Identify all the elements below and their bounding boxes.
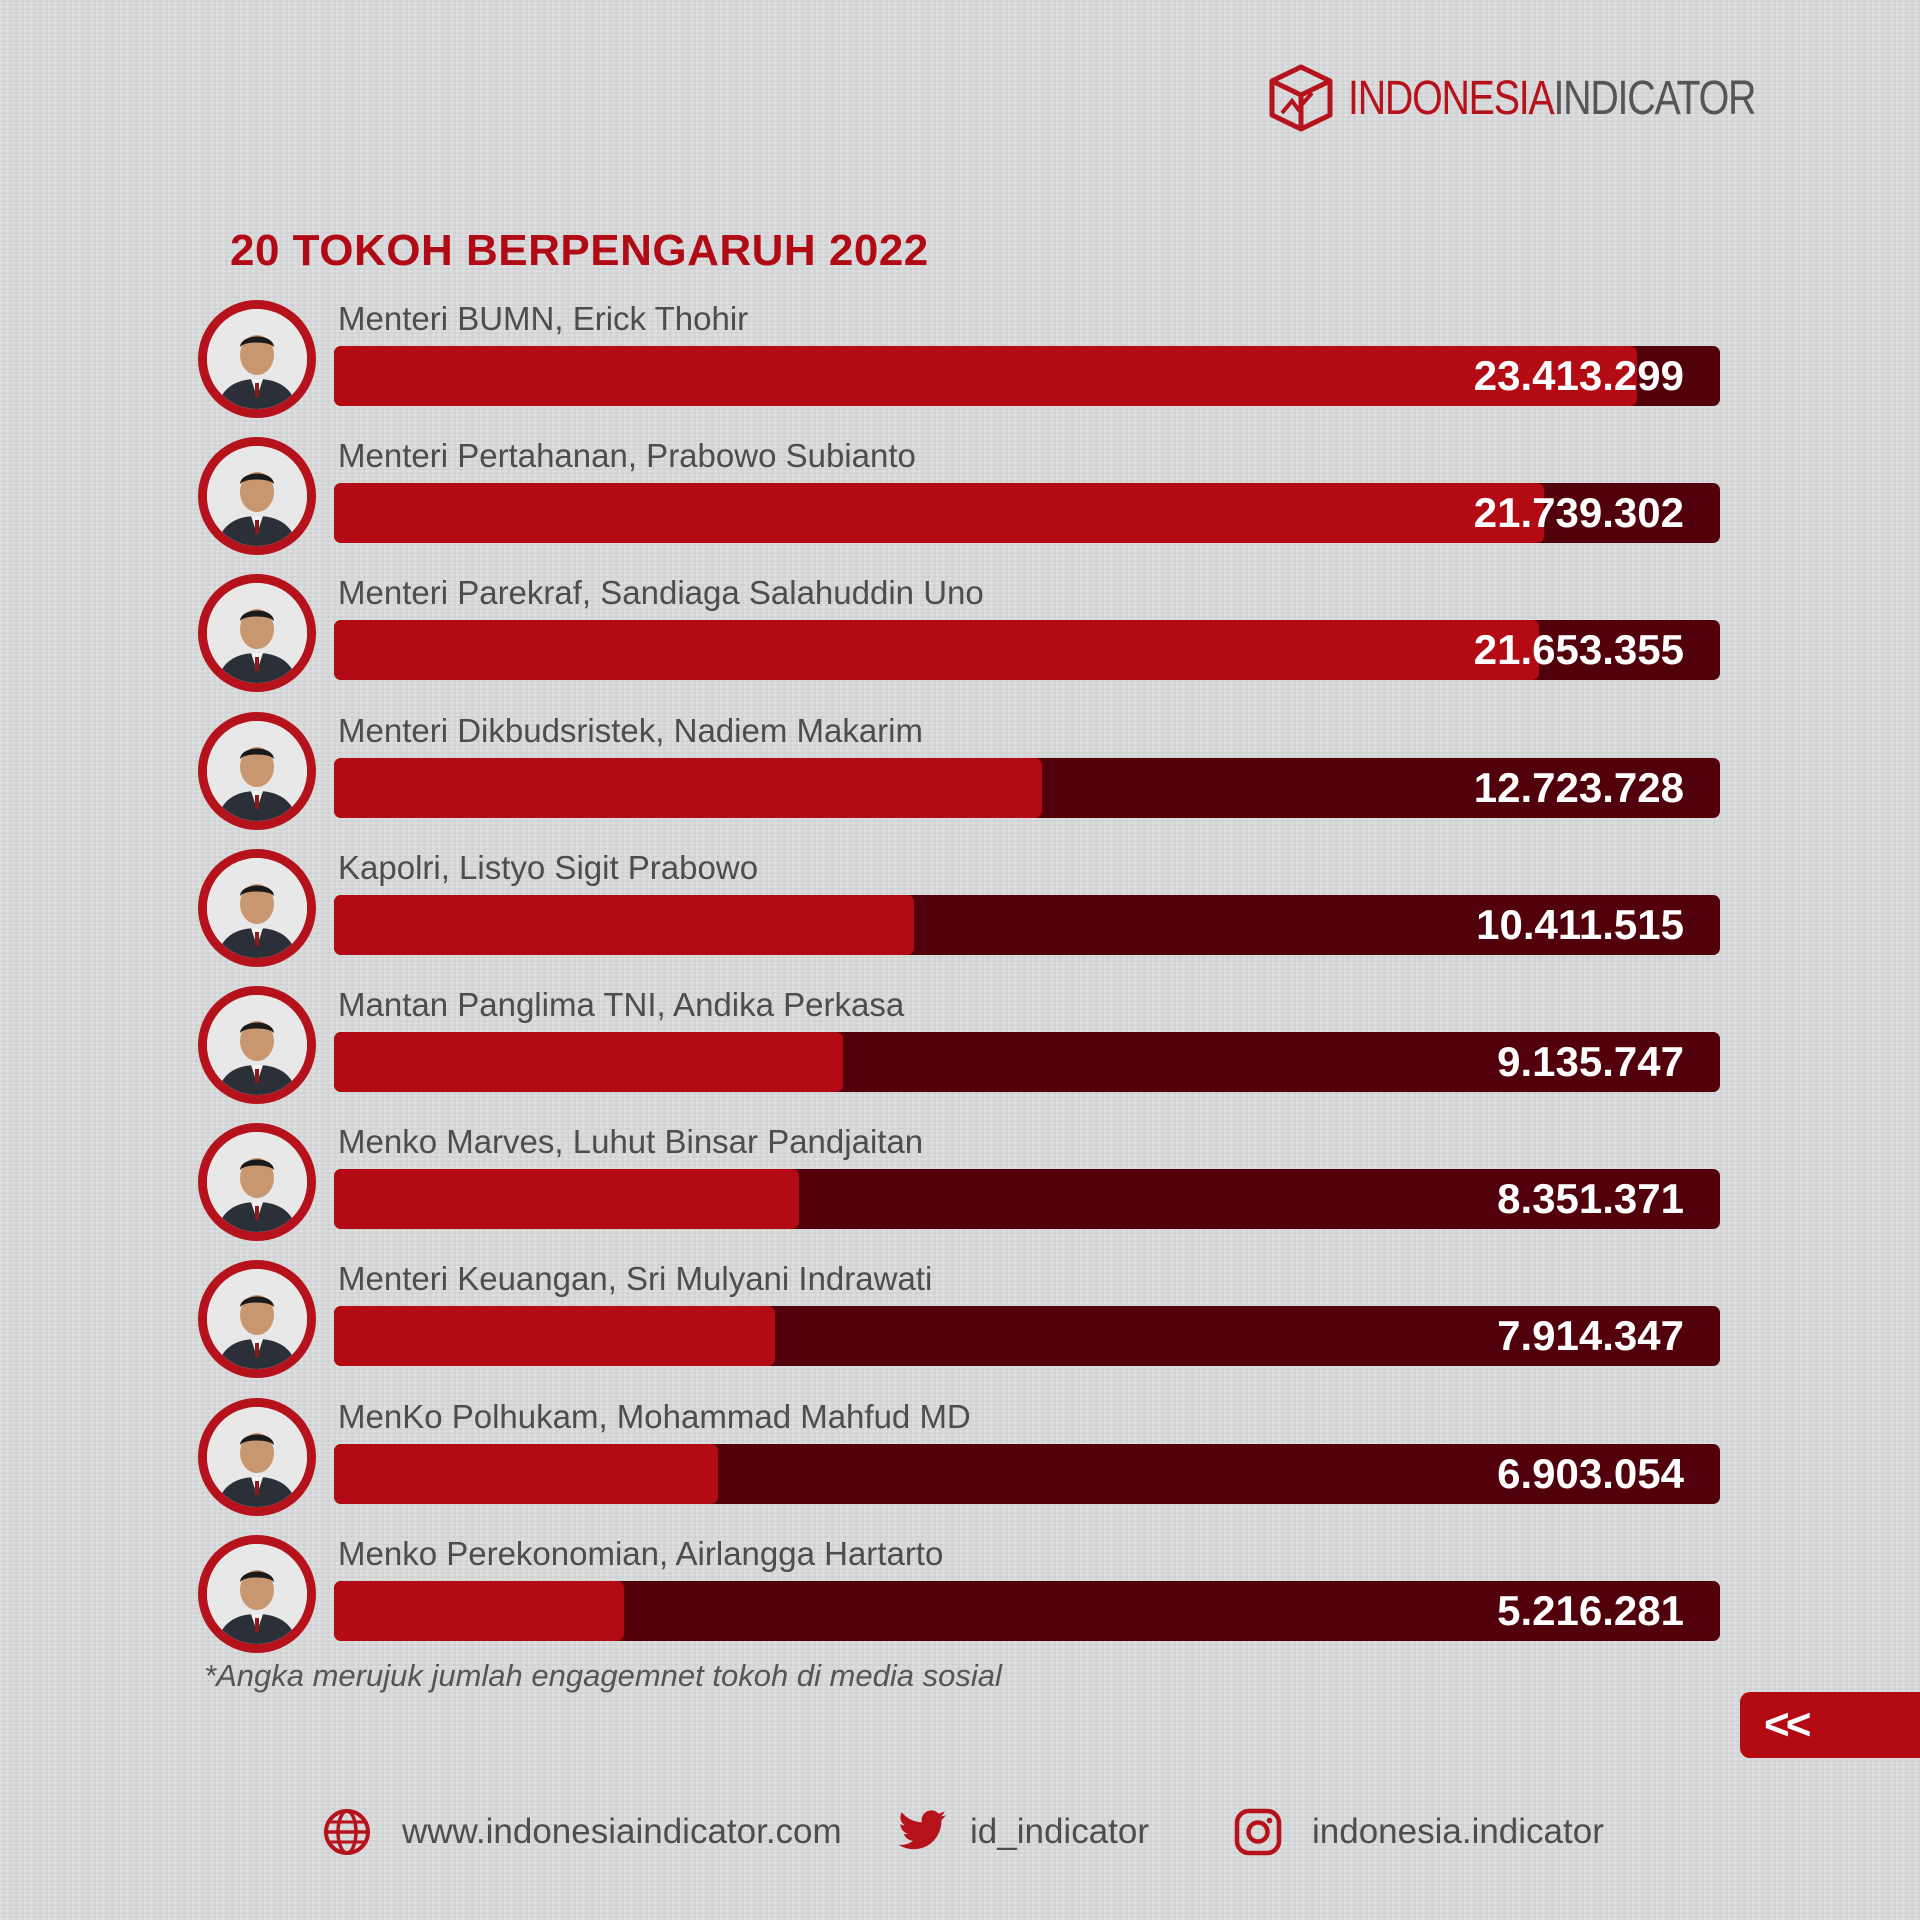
footer: www.indonesiaindicator.com id_indicator … — [0, 1800, 1920, 1864]
bar-label: Menteri Pertahanan, Prabowo Subianto — [338, 437, 916, 475]
bar-value-label: 12.723.728 — [1473, 763, 1684, 811]
bar-track: 10.411.515 — [334, 894, 1720, 955]
bar-track: 23.413.299 — [334, 346, 1720, 406]
website-link[interactable]: www.indonesiaindicator.com — [402, 1812, 842, 1851]
bar-row: Menteri Parekraf, Sandiaga Salahuddin Un… — [198, 574, 1722, 694]
bar-track: 21.653.355 — [334, 620, 1720, 681]
avatar — [198, 574, 316, 693]
bar-row: Menteri BUMN, Erick Thohir 23.413.299 — [198, 300, 1722, 420]
footer-twitter[interactable]: id_indicator — [898, 1800, 1149, 1864]
person-photo-icon — [207, 309, 307, 409]
avatar — [198, 848, 316, 967]
person-photo-icon — [207, 1132, 307, 1233]
person-photo-icon — [207, 446, 307, 547]
brand-name-part1: INDONESIA — [1348, 71, 1555, 125]
brand-name-part2: INDICATOR — [1553, 71, 1756, 125]
bar — [334, 1306, 775, 1367]
bar — [334, 894, 914, 955]
avatar — [198, 986, 316, 1104]
bar — [334, 620, 1539, 681]
bar-track: 8.351.371 — [334, 1169, 1720, 1230]
bar-track: 6.903.054 — [334, 1443, 1720, 1504]
person-photo-icon — [207, 1269, 307, 1370]
bar-track: 21.739.302 — [334, 483, 1720, 544]
bar — [334, 757, 1042, 818]
avatar — [198, 437, 316, 556]
brand-name: INDONESIAINDICATOR — [1348, 71, 1756, 126]
bar — [334, 346, 1637, 406]
person-photo-icon — [207, 995, 307, 1095]
person-photo-icon — [207, 1406, 307, 1507]
avatar — [198, 711, 316, 830]
bar — [334, 1443, 718, 1504]
bar-label: Menko Marves, Luhut Binsar Pandjaitan — [338, 1123, 924, 1161]
twitter-handle[interactable]: id_indicator — [970, 1812, 1149, 1851]
bar-row: MenKo Polhukam, Mohammad Mahfud MD 6.903.… — [198, 1397, 1722, 1518]
instagram-handle[interactable]: indonesia.indicator — [1312, 1812, 1604, 1851]
bar-value-label: 7.914.347 — [1497, 1312, 1684, 1360]
bar-label: Menteri Dikbudsristek, Nadiem Makarim — [338, 711, 923, 749]
globe-icon — [324, 1809, 370, 1855]
bar-row: Menko Marves, Luhut Binsar Pandjaitan 8.3… — [198, 1123, 1722, 1243]
bar-label: Menko Perekonomian, Airlangga Hartarto — [338, 1534, 944, 1572]
bar — [334, 1580, 624, 1641]
person-photo-icon — [207, 720, 307, 821]
bar-row: Menteri Pertahanan, Prabowo Subianto 21.7… — [198, 437, 1722, 557]
person-photo-icon — [207, 1543, 307, 1644]
bar-track: 7.914.347 — [334, 1306, 1720, 1367]
bar-row: Menko Perekonomian, Airlangga Hartarto 5.… — [198, 1534, 1722, 1655]
bar-label: Menteri Parekraf, Sandiaga Salahuddin Un… — [338, 574, 984, 612]
avatar — [198, 1260, 316, 1379]
bar-label: Kapolri, Listyo Sigit Prabowo — [338, 848, 759, 886]
bar — [334, 1169, 799, 1230]
bar-label: Mantan Panglima TNI, Andika Perkasa — [338, 986, 905, 1023]
bar-value-label: 9.135.747 — [1497, 1038, 1684, 1085]
bar-label: Menteri Keuangan, Sri Mulyani Indrawati — [338, 1260, 933, 1298]
bar-track: 5.216.281 — [334, 1580, 1720, 1641]
footer-instagram[interactable]: indonesia.indicator — [1234, 1800, 1604, 1864]
back-button[interactable]: << — [1740, 1692, 1920, 1758]
bar-value-label: 21.653.355 — [1473, 626, 1684, 674]
bar-label: Menteri BUMN, Erick Thohir — [338, 300, 749, 337]
bar-track: 9.135.747 — [334, 1032, 1720, 1092]
bar — [334, 483, 1544, 544]
bar-value-label: 6.903.054 — [1497, 1449, 1684, 1497]
person-photo-icon — [207, 583, 307, 684]
bar-value-label: 23.413.299 — [1473, 352, 1684, 399]
avatar — [198, 1123, 316, 1242]
cube-logo-icon — [1269, 64, 1333, 132]
bar-value-label: 8.351.371 — [1497, 1175, 1684, 1223]
bar-row: Mantan Panglima TNI, Andika Perkasa 9.135… — [198, 986, 1722, 1106]
bar-row: Menteri Keuangan, Sri Mulyani Indrawati 7… — [198, 1260, 1722, 1380]
brand-logo: INDONESIAINDICATOR — [1268, 62, 1845, 134]
avatar — [198, 1397, 316, 1516]
avatar — [198, 300, 316, 418]
bar-label: MenKo Polhukam, Mohammad Mahfud MD — [338, 1397, 971, 1435]
instagram-icon — [1234, 1808, 1282, 1856]
bar — [334, 1032, 843, 1092]
bar-row: Menteri Dikbudsristek, Nadiem Makarim 12.… — [198, 711, 1722, 832]
bar-value-label: 5.216.281 — [1497, 1586, 1684, 1634]
person-photo-icon — [207, 857, 307, 958]
twitter-bird-icon — [898, 1810, 946, 1850]
bar-value-label: 21.739.302 — [1473, 489, 1684, 537]
avatar — [198, 1534, 316, 1653]
footer-website[interactable]: www.indonesiaindicator.com — [322, 1800, 842, 1864]
bar-row: Kapolri, Listyo Sigit Prabowo 10.411.515 — [198, 848, 1722, 969]
footnote: *Angka merujuk jumlah engagemnet tokoh d… — [204, 1658, 1002, 1693]
bar-value-label: 10.411.515 — [1476, 900, 1684, 948]
bar-track: 12.723.728 — [334, 757, 1720, 818]
chart-title: 20 TOKOH BERPENGARUH 2022 — [230, 226, 929, 275]
